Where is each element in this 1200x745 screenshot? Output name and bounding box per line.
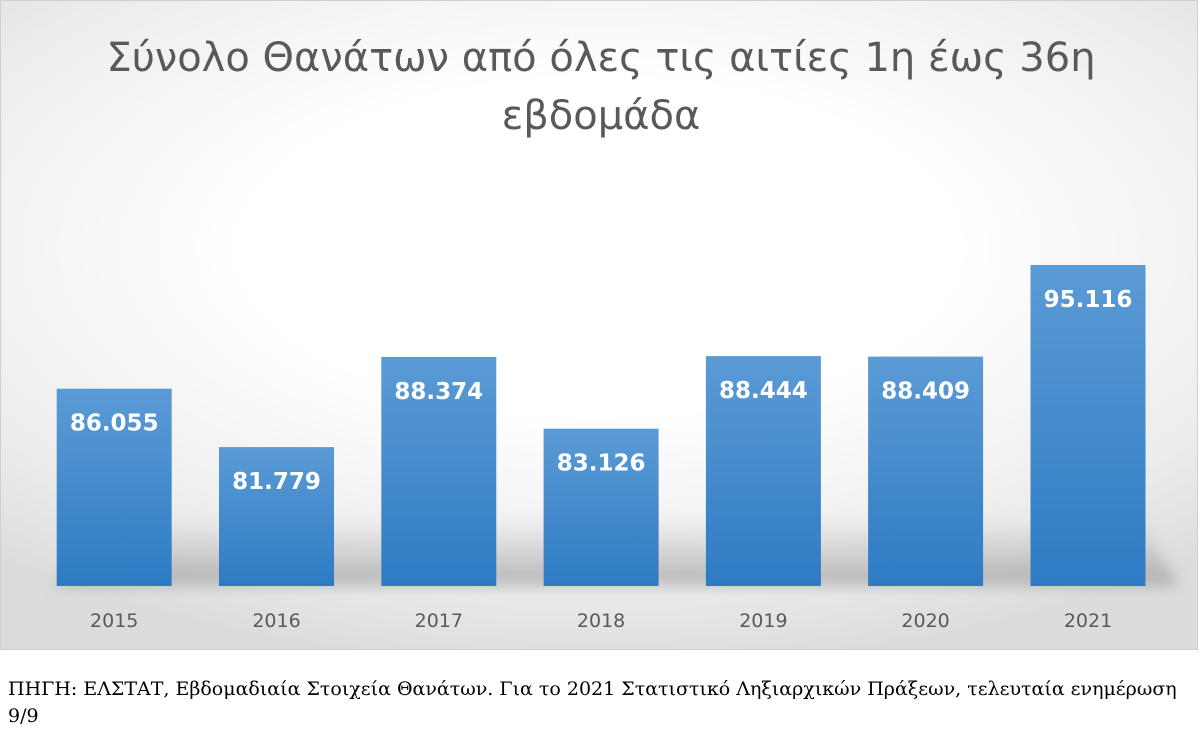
data-labels: 86.055 81.779 88.374 83.126 88.444 88.409 95.1… (70, 287, 1133, 495)
bar-2019 (705, 356, 821, 586)
data-label-2016: 81.779 (232, 469, 321, 495)
bar-chart: 86.055 81.779 88.374 83.126 88.444 88.409 95.1… (53, 265, 1180, 632)
x-tick-label-2017: 2017 (415, 610, 463, 632)
data-label-2015: 86.055 (70, 411, 159, 437)
data-label-2018: 83.126 (557, 451, 646, 477)
bar-2021 (1030, 265, 1146, 586)
data-label-2021: 95.116 (1044, 287, 1133, 313)
bar-2016 (219, 447, 334, 586)
x-tick-label-2015: 2015 (90, 610, 138, 632)
x-tick-label-2019: 2019 (739, 610, 787, 632)
data-label-2020: 88.409 (881, 379, 970, 405)
bar-2015 (56, 388, 172, 586)
chart-title: Σύνολο Θανάτων από όλες τις αιτίες 1η έω… (106, 35, 1096, 139)
x-tick-label-2021: 2021 (1064, 610, 1112, 632)
data-label-2017: 88.374 (394, 379, 483, 405)
x-tick-label-2020: 2020 (901, 610, 949, 632)
bar-2017 (381, 357, 497, 586)
x-tick-label-2018: 2018 (577, 610, 625, 632)
data-label-2019: 88.444 (719, 378, 808, 404)
bars (56, 265, 1146, 586)
chart-area: Σύνολο Θανάτων από όλες τις αιτίες 1η έω… (0, 0, 1198, 650)
source-note: ΠΗΓΗ: ΕΛΣΤΑΤ, Εβδομαδιαία Στοιχεία Θανάτ… (8, 678, 1177, 727)
x-tick-label-2016: 2016 (252, 610, 300, 632)
bar-2018 (543, 428, 659, 586)
bar-2020 (868, 356, 984, 586)
x-axis-ticks: 2015 2016 2017 2018 2019 2020 2021 (90, 610, 1112, 632)
